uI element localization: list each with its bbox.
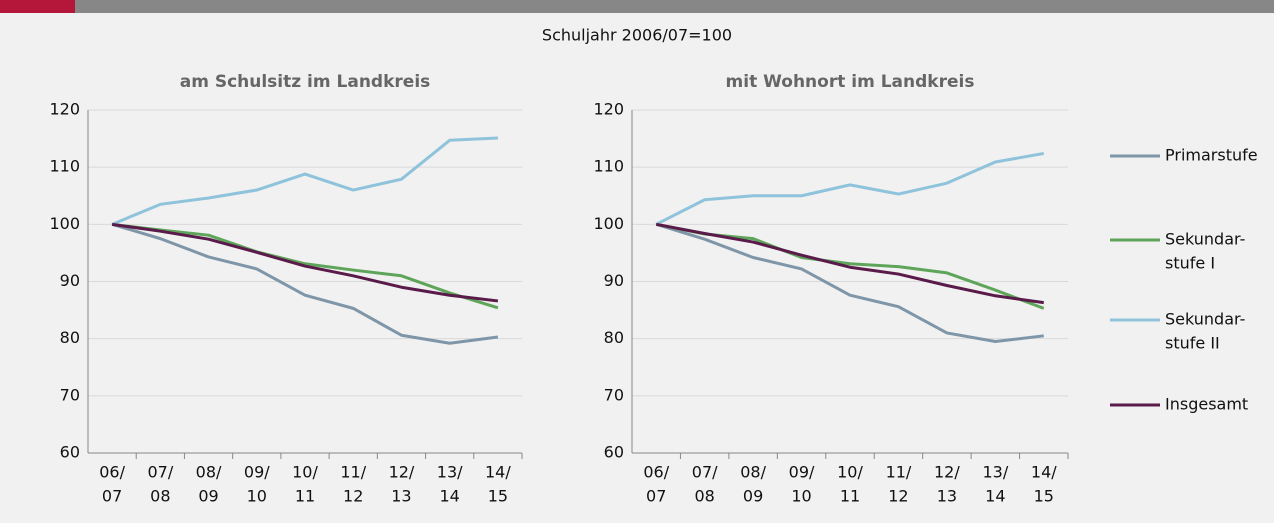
x-tick-label: 12/ [389,463,415,482]
x-tick-label: 11 [295,487,315,506]
x-tick-label: 14 [439,487,459,506]
x-tick-label: 12/ [934,463,960,482]
series-line [655,222,1044,305]
x-tick-label: 09 [743,487,763,506]
x-tick-label: 07 [102,487,122,506]
series-line [655,151,1045,226]
x-tick-label: 08/ [196,463,222,482]
x-tick-label: 09 [198,487,218,506]
x-tick-label: 09/ [244,463,270,482]
y-tick-label: 90 [604,271,624,290]
y-tick-label: 70 [60,385,80,404]
legend-label: Sekundar- [1165,230,1245,249]
y-tick-label: 80 [604,328,624,347]
x-tick-label: 15 [488,487,508,506]
series-line [111,136,498,226]
x-tick-label: 10/ [292,463,318,482]
x-tick-label: 06/ [99,463,125,482]
series-line [655,222,1044,344]
y-tick-label: 100 [593,214,624,233]
x-tick-label: 14 [985,487,1005,506]
series-line [111,222,499,303]
x-tick-label: 12 [888,487,908,506]
y-tick-label: 110 [49,157,80,176]
x-tick-label: 10 [791,487,811,506]
x-tick-label: 13 [391,487,411,506]
x-tick-label: 14/ [1031,463,1057,482]
top-bar [0,0,1274,13]
x-tick-label: 13 [937,487,957,506]
y-tick-label: 90 [60,271,80,290]
series-line [111,222,499,310]
x-tick-label: 13/ [437,463,463,482]
x-tick-label: 11/ [886,463,912,482]
x-tick-label: 09/ [789,463,815,482]
chart-title: mit Wohnort im Landkreis [726,72,975,92]
series-line [111,222,499,345]
x-tick-label: 11 [840,487,860,506]
y-tick-label: 110 [593,157,624,176]
x-tick-label: 13/ [982,463,1008,482]
x-tick-label: 08 [150,487,170,506]
x-tick-label: 08/ [740,463,766,482]
x-tick-label: 10 [247,487,267,506]
legend-label: stufe I [1165,254,1215,273]
legend-label: Insgesamt [1165,395,1248,414]
top-bar-accent [0,0,75,13]
x-tick-label: 11/ [340,463,366,482]
chart-subtitle: Schuljahr 2006/07=100 [542,26,732,45]
legend-label: Sekundar- [1165,310,1245,329]
x-tick-label: 08 [694,487,714,506]
legend-label: Primarstufe [1165,146,1258,165]
y-tick-label: 70 [604,385,624,404]
y-tick-label: 60 [604,443,624,462]
chart-title: am Schulsitz im Landkreis [180,72,431,92]
x-tick-label: 14/ [485,463,511,482]
x-tick-label: 10/ [837,463,863,482]
y-tick-label: 80 [60,328,80,347]
x-tick-label: 07 [646,487,666,506]
y-tick-label: 100 [49,214,80,233]
y-tick-label: 120 [49,100,80,119]
x-tick-label: 07/ [692,463,718,482]
legend-label: stufe II [1165,334,1220,353]
x-tick-label: 07/ [147,463,173,482]
x-tick-label: 12 [343,487,363,506]
x-tick-label: 15 [1034,487,1054,506]
x-tick-label: 06/ [643,463,669,482]
y-tick-label: 60 [60,443,80,462]
y-tick-label: 120 [593,100,624,119]
